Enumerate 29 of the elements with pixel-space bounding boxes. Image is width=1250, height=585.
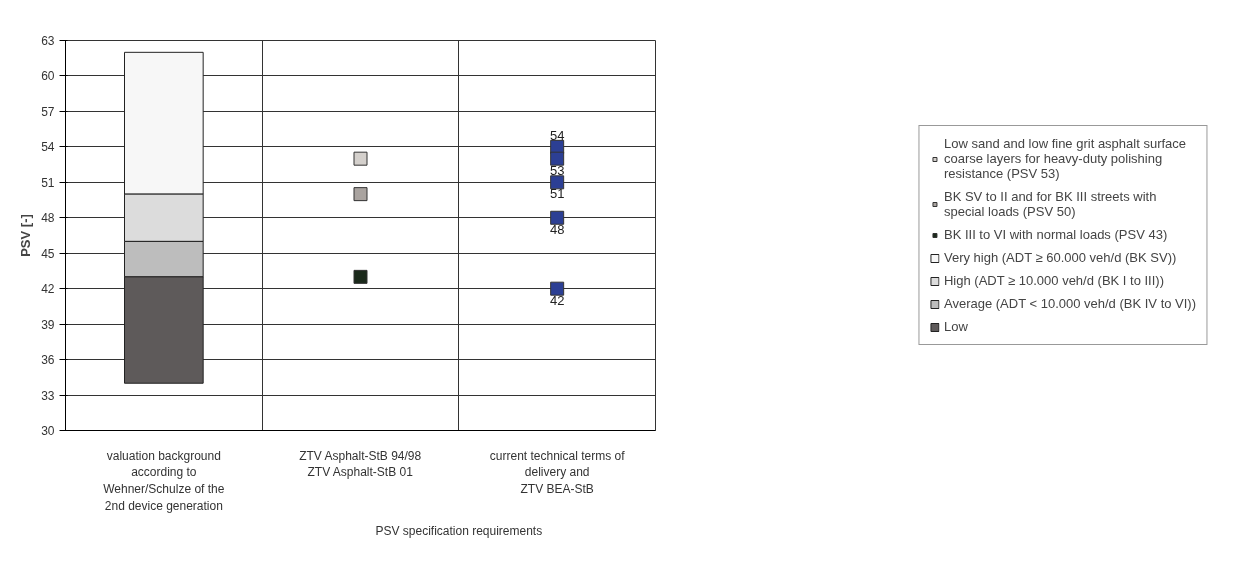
y-tick-label: 45 [41,246,55,261]
y-tick-label: 30 [41,424,55,438]
y-tick-label: 54 [41,140,55,155]
x-tick-label: ZTV Asphalt-StB 94/98 ZTV Asphalt-StB 01 [299,448,422,480]
legend-label: Very high (ADT ≥ 60.000 veh/d (BK SV)) [943,250,1177,265]
y-tick-label: 51 [41,175,55,190]
data-label: 51 [549,186,565,202]
y-tick-label: 48 [41,211,55,226]
legend-label: Low [943,319,968,334]
y-tick-label: 36 [41,353,55,368]
y-tick-label: 39 [41,317,55,332]
legend-label: BK III to VI with normal loads (PSV 43) [943,227,1168,242]
data-label: 53 [549,162,565,178]
x-tick-label: valuation background according to Wehner/Schulze of the 2nd device generation [103,448,225,513]
text: PSV specification requirements [375,523,543,538]
y-axis-title: PSV [-] [18,214,34,257]
y-tick-label: 42 [41,282,55,297]
legend-label: High (ADT ≥ 10.000 veh/d (BK I to III)) [943,273,1165,288]
y-tick-label: 60 [41,69,55,84]
legend-label: Average (ADT < 10.000 veh/d (BK IV to VI)) [943,296,1197,311]
legend-label: Low sand and low fine grit asphalt surface coarse layers for heavy-duty polishing resistance (PSV 53) [943,136,1187,181]
y-tick-label: 57 [41,104,55,119]
legend-label: BK SV to II and for BK III streets with special loads (PSV 50) [943,189,1157,219]
data-label: 54 [549,127,565,143]
y-tick-label: 63 [41,34,55,48]
data-label: 42 [549,292,565,308]
x-tick-label: current technical terms of delivery and ZTV BEA-StB [489,448,626,497]
data-label: 48 [549,221,565,237]
y-tick-label: 33 [41,388,55,403]
